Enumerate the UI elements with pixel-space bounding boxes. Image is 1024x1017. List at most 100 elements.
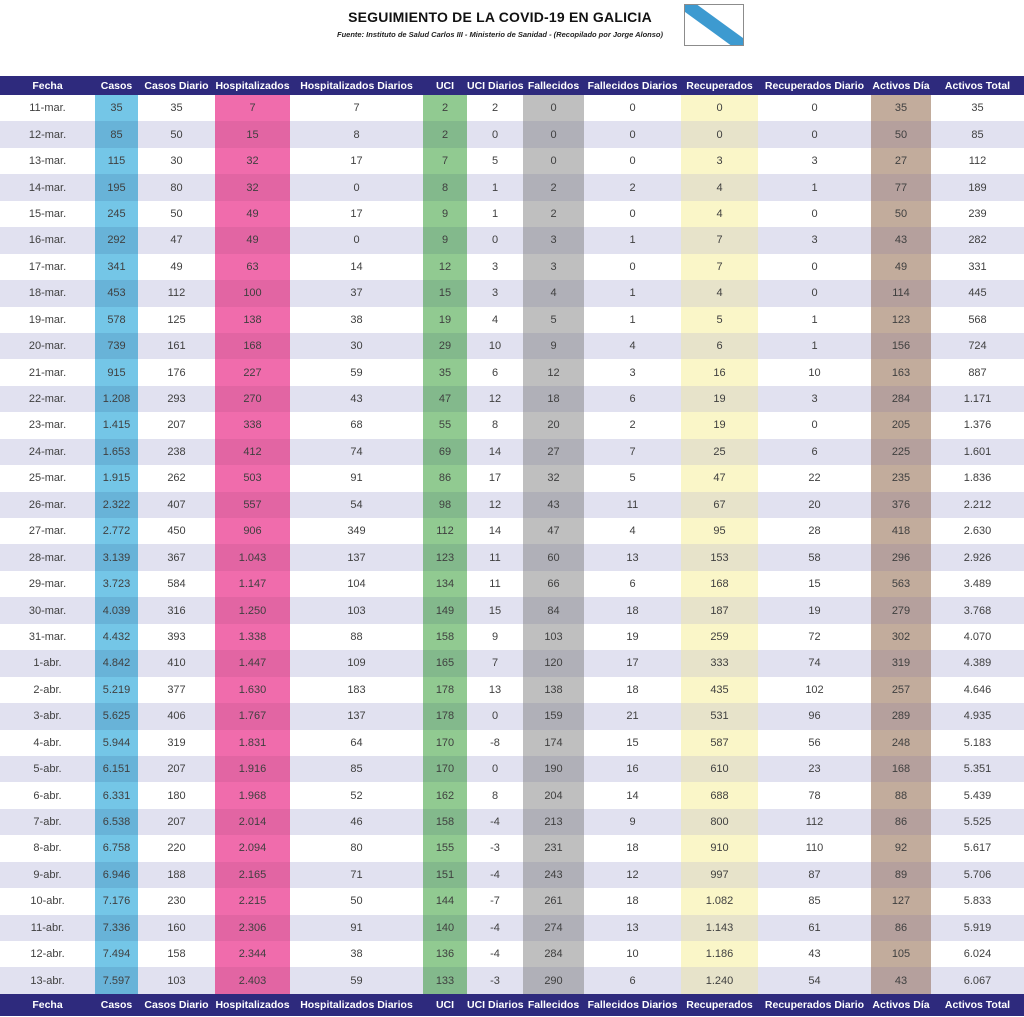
table-cell: 168 <box>215 332 290 360</box>
table-cell: 910 <box>681 835 758 862</box>
table-row: 9-abr. 6.946 188 2.165 71 151 -4 243 12 997 87 89 5.… <box>0 861 1024 889</box>
table-cell: 155 <box>423 835 467 862</box>
table-cell: 319 <box>871 650 931 677</box>
table-cell: 35 <box>170 102 183 115</box>
table-cell: 6.067 <box>931 967 1024 994</box>
table-cell: 32 <box>215 174 290 201</box>
table-cell: 2.165 <box>215 861 290 889</box>
table-cell: 9 <box>423 200 467 228</box>
table-cell: 80 <box>138 174 215 201</box>
table-cell: 137 <box>290 544 423 571</box>
table-cell: 1.915 <box>95 465 138 492</box>
table-cell: 3 <box>629 366 636 379</box>
table-body: 11-mar. 35 35 7 7 2 2 0 0 0 0 35 35 12-mar. 85 50 15 8 2 0 0… <box>0 95 1024 994</box>
table-cell: 2.926 <box>931 544 1024 571</box>
date-cell: 3-abr. <box>0 703 95 730</box>
page-title: SEGUIMIENTO DE LA COVID-19 EN GALICIA <box>348 9 652 25</box>
table-cell: 1 <box>758 332 871 360</box>
table-cell: -3 <box>490 842 500 855</box>
table-cell: 85 <box>931 121 1024 148</box>
table-cell: 58 <box>758 544 871 571</box>
table-cell: 0 <box>811 102 818 115</box>
table-cell: 17 <box>350 207 363 220</box>
table-cell: 2 <box>423 121 467 148</box>
table-cell: 59 <box>350 366 363 379</box>
table-cell: 5 <box>681 306 758 333</box>
date-cell: 1-abr. <box>0 650 95 677</box>
title-block: SEGUIMIENTO DE LA COVID-19 EN GALICIA Fu… <box>0 9 1000 39</box>
table-cell: 18 <box>626 683 639 696</box>
date-cell: 4-abr. <box>33 736 62 749</box>
table-cell: 5.919 <box>931 914 1024 941</box>
table-cell: 123 <box>423 544 467 571</box>
table-cell: 568 <box>968 313 987 326</box>
table-cell: 2.630 <box>963 525 992 538</box>
table-cell: 4 <box>584 332 681 360</box>
table-cell: 21 <box>584 703 681 730</box>
table-cell: 0 <box>811 207 818 220</box>
table-cell: 1.630 <box>215 676 290 704</box>
table-cell: 43 <box>290 385 423 413</box>
table-cell: 88 <box>350 630 363 643</box>
table-cell: 159 <box>523 703 584 730</box>
table-cell: 231 <box>523 835 584 862</box>
date-cell: 5-abr. <box>0 755 95 783</box>
table-row: 3-abr. 5.625 406 1.767 137 178 0 159 21 531 96 289 4… <box>0 703 1024 730</box>
table-cell: 4 <box>491 313 499 326</box>
table-cell: 248 <box>871 729 931 756</box>
table-cell: 220 <box>167 842 186 855</box>
table-row: 15-mar. 245 50 49 17 9 1 2 0 4 0 50 239 <box>0 200 1024 228</box>
table-cell: 3 <box>758 227 871 254</box>
table-cell: 0 <box>629 207 636 220</box>
table-cell: 4.935 <box>931 703 1024 730</box>
table-cell: 85 <box>95 121 138 148</box>
column-top-1: Casos <box>95 76 138 95</box>
table-cell: 3.489 <box>963 578 992 591</box>
column-bottom-1: Casos <box>95 993 138 1016</box>
table-cell: 213 <box>523 808 584 836</box>
table-cell: 724 <box>931 332 1024 360</box>
table-cell: 110 <box>805 842 824 855</box>
table-row: 18-mar. 453 112 100 37 15 3 4 1 4 0 114 445 <box>0 280 1024 307</box>
date-cell: 27-mar. <box>28 525 67 538</box>
table-row: 30-mar. 4.039 316 1.250 103 149 15 84 18 187 19 279… <box>0 597 1024 624</box>
table-cell: 74 <box>758 650 871 677</box>
table-cell: 5.183 <box>963 736 992 749</box>
table-cell: 531 <box>681 703 758 730</box>
table-cell: 11 <box>467 544 523 571</box>
table-cell: 445 <box>931 280 1024 307</box>
table-cell: 238 <box>138 438 215 466</box>
table-cell: 22 <box>808 472 821 485</box>
table-cell: 49 <box>215 200 290 228</box>
table-cell: 5.525 <box>931 808 1024 836</box>
table-cell: 112 <box>423 518 467 545</box>
table-cell: 450 <box>167 525 186 538</box>
table-cell: 18 <box>523 385 584 413</box>
table-cell: 16 <box>584 755 681 783</box>
table-cell: 1 <box>491 207 499 220</box>
table-cell: 18 <box>626 895 639 908</box>
table-cell: 54 <box>290 491 423 518</box>
date-cell: 20-mar. <box>0 332 95 360</box>
column-top-11: Activos Día <box>871 76 931 95</box>
table-cell: 74 <box>290 438 423 466</box>
table-cell: 112 <box>758 808 871 836</box>
table-cell: 170 <box>423 755 467 783</box>
table-cell: 96 <box>758 703 871 730</box>
table-cell: 2 <box>523 200 584 228</box>
table-cell: 27 <box>871 147 931 175</box>
date-cell: 13-abr. <box>0 967 95 994</box>
table-cell: 1.240 <box>681 967 758 994</box>
table-cell: 19 <box>681 385 758 413</box>
table-cell: 0 <box>467 121 523 148</box>
table-cell: 195 <box>95 174 138 201</box>
table-cell: 3.723 <box>95 570 138 598</box>
table-cell: 257 <box>871 676 931 704</box>
table-cell: 144 <box>423 888 467 915</box>
table-cell: 50 <box>871 200 931 228</box>
table-cell: 435 <box>681 676 758 704</box>
column-top-9: Recuperados <box>681 76 758 95</box>
date-cell: 22-mar. <box>0 385 95 413</box>
table-cell: 178 <box>423 703 467 730</box>
table-cell: 282 <box>931 227 1024 254</box>
